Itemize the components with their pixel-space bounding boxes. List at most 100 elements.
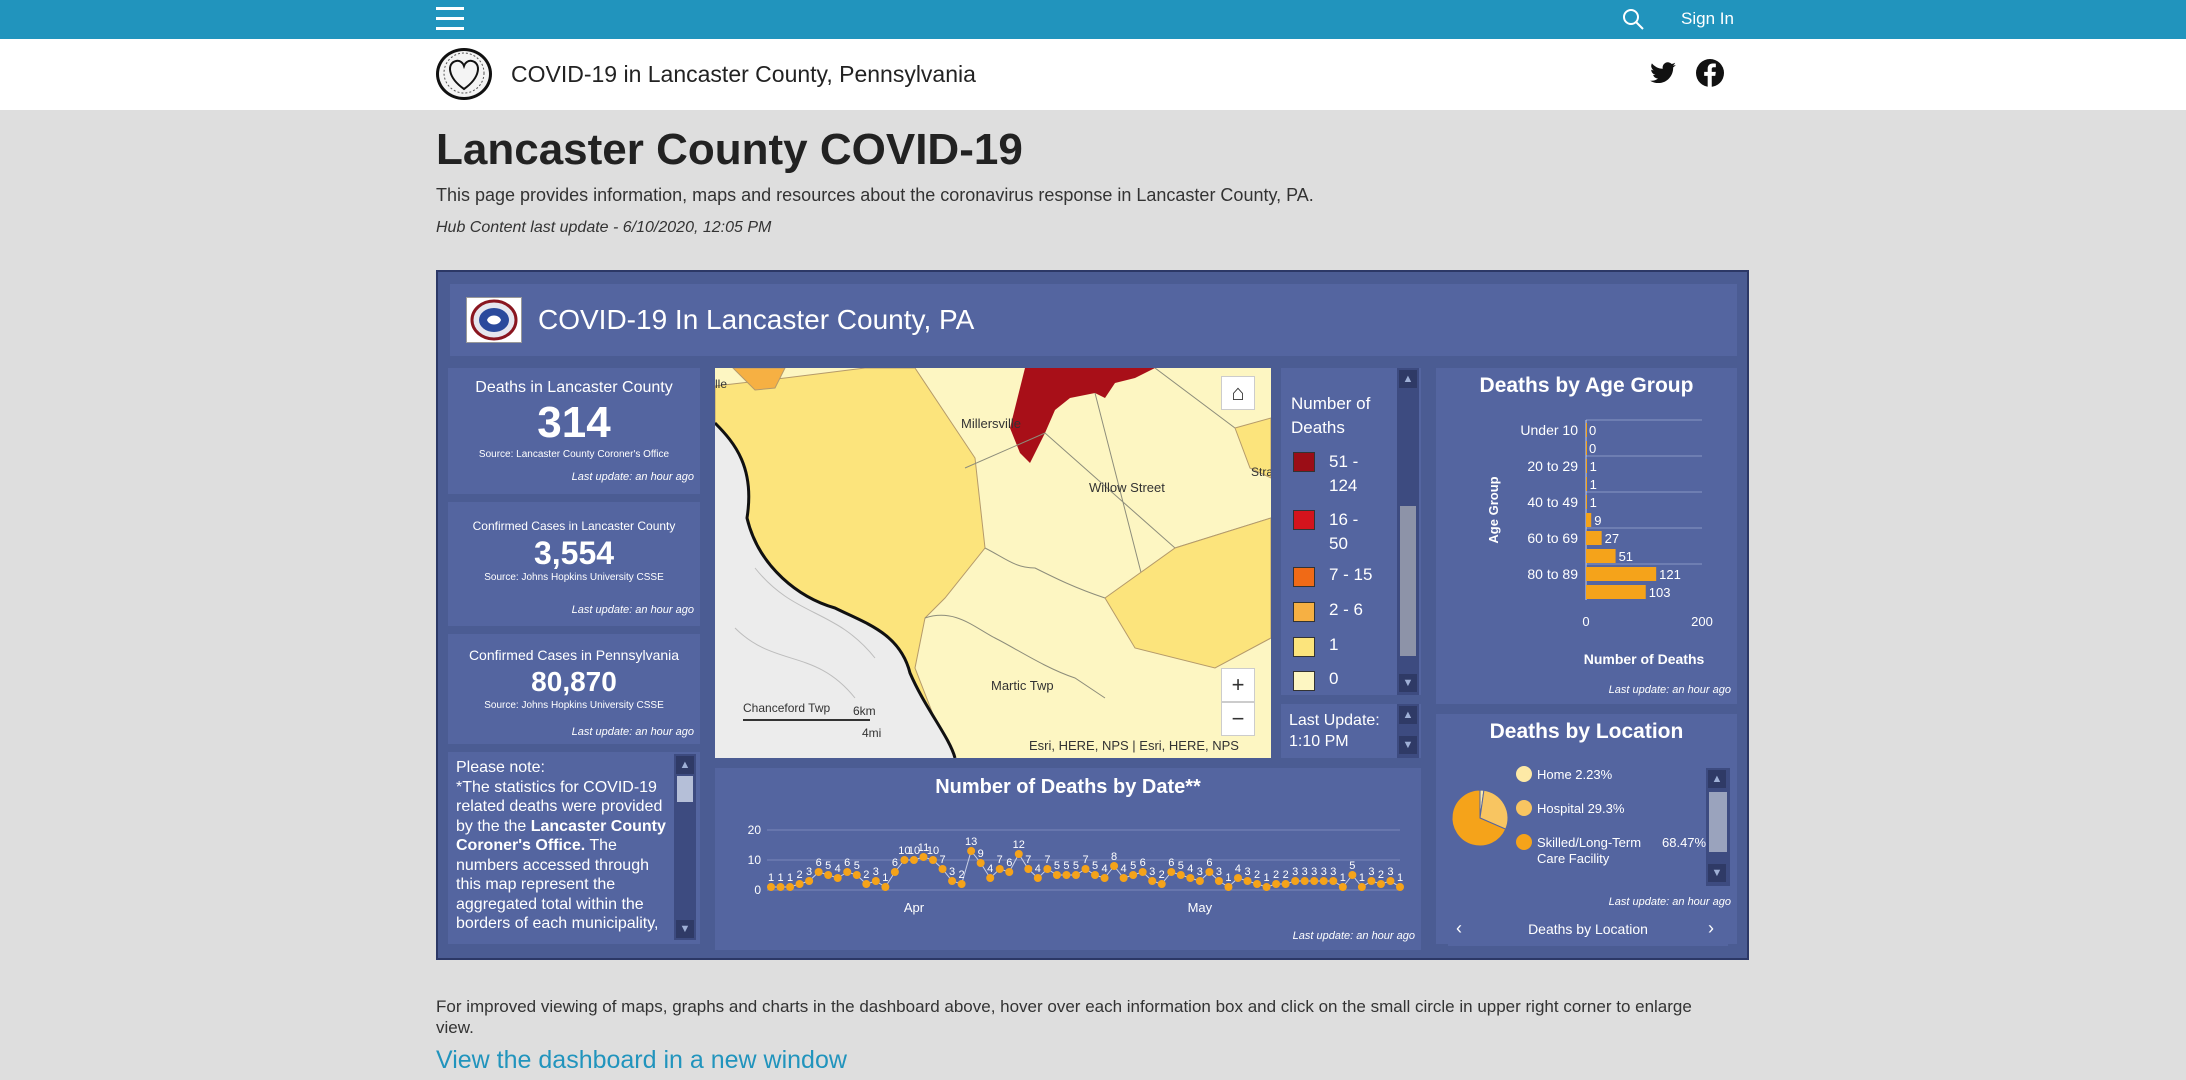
hamburger-menu-icon[interactable] — [436, 5, 464, 33]
data-label: 4 — [1187, 863, 1193, 875]
stat-label: Confirmed Cases in Lancaster County — [472, 519, 676, 533]
legend-title: Number of Deaths — [1291, 394, 1371, 437]
data-point — [890, 868, 899, 876]
dashboard-link[interactable]: View the dashboard in a new window — [436, 1046, 847, 1074]
y-tick-label: 0 — [754, 883, 761, 897]
prev-chevron-icon[interactable]: ‹ — [1456, 918, 1462, 938]
legend-scrollbar[interactable]: ▲ ▼ — [1397, 368, 1419, 695]
dashboard-embed: COVID-19 In Lancaster County, PA Deaths … — [436, 270, 1749, 960]
age-bar — [1586, 459, 1587, 473]
data-label: 2 — [1273, 869, 1279, 881]
stat-county-cases-panel[interactable]: Confirmed Cases in Lancaster County 3,55… — [448, 502, 700, 626]
data-point — [1338, 883, 1347, 891]
data-label: 2 — [1159, 869, 1165, 881]
legend-swatch-icon — [1293, 602, 1315, 622]
location-scrollbar[interactable]: ▲ ▼ — [1706, 768, 1730, 886]
sign-in-link[interactable]: Sign In — [1681, 9, 1734, 28]
age-tick-label: 80 to 89 — [1527, 566, 1578, 582]
legend-swatch-icon — [1293, 671, 1315, 691]
data-point — [1205, 868, 1214, 876]
location-chart-title: Deaths by Location — [1489, 720, 1684, 743]
age-bar — [1586, 513, 1592, 527]
search-icon[interactable] — [1621, 7, 1645, 31]
data-label: 2 — [797, 869, 803, 881]
deaths-map[interactable]: lle Millersville Willow Street Martic Tw… — [715, 368, 1271, 758]
data-label: 11 — [918, 842, 929, 854]
data-point — [1272, 880, 1281, 888]
legend-label: 16 - 50 — [1329, 510, 1359, 553]
zoom-in-button[interactable]: + — [1221, 668, 1255, 702]
map-canvas[interactable]: lle Millersville Willow Street Martic Tw… — [715, 368, 1271, 758]
age-bar — [1586, 423, 1587, 437]
scroll-thumb[interactable] — [1709, 792, 1727, 852]
data-label: 4 — [1235, 863, 1241, 875]
location-chart: Home 2.23% Hospital 29.3% Skilled/Long-Ter… — [1451, 766, 1707, 866]
scroll-down-icon[interactable]: ▼ — [1708, 864, 1726, 882]
scroll-up-icon[interactable]: ▲ — [1399, 706, 1417, 724]
data-point — [1291, 877, 1300, 885]
map-scale-km: 6km — [853, 704, 876, 718]
facebook-icon[interactable] — [1696, 59, 1724, 87]
data-point — [1062, 871, 1071, 879]
site-title[interactable]: COVID-19 in Lancaster County, Pennsylvan… — [511, 61, 976, 87]
county-seal-logo[interactable] — [436, 48, 492, 100]
age-bar — [1586, 441, 1587, 455]
data-label: 1 — [768, 872, 774, 884]
data-point — [1043, 865, 1052, 873]
scroll-up-icon[interactable]: ▲ — [1708, 770, 1726, 788]
note-scrollbar[interactable]: ▲ ▼ — [674, 754, 696, 940]
data-point — [1138, 868, 1147, 876]
data-label: 1 — [1225, 872, 1231, 884]
data-label: 3 — [1321, 866, 1327, 878]
date-chart-panel[interactable]: Number of Deaths by Date** 0 10 20 1 1 1 2 3 6 5 4… — [715, 768, 1421, 950]
date-chart-updated: Last update: an hour ago — [1292, 930, 1415, 942]
data-label: 1 — [1397, 872, 1403, 884]
footer-note: For improved viewing of maps, graphs and… — [436, 997, 1692, 1037]
bar-label: 0 — [1589, 441, 1596, 456]
data-point — [795, 880, 804, 888]
stat-deaths-panel[interactable]: Deaths in Lancaster County 314 Source: L… — [448, 368, 700, 494]
age-bar — [1586, 549, 1616, 563]
legend-dot-icon — [1516, 800, 1532, 816]
data-label: 2 — [863, 869, 869, 881]
next-chevron-icon[interactable]: › — [1708, 918, 1714, 938]
data-label: 5 — [1349, 860, 1355, 872]
data-point — [986, 874, 995, 882]
scroll-down-icon[interactable]: ▼ — [1399, 736, 1417, 754]
data-label: 7 — [1044, 854, 1050, 866]
scroll-down-icon[interactable]: ▼ — [1399, 674, 1417, 692]
pie-slice — [1479, 789, 1509, 830]
location-chart-panel[interactable]: Deaths by Location Home 2.23% Hospital 29… — [1436, 714, 1737, 944]
age-bar — [1586, 477, 1587, 491]
scroll-down-icon[interactable]: ▼ — [676, 920, 694, 938]
home-icon[interactable]: ⌂ — [1221, 376, 1255, 410]
scroll-up-icon[interactable]: ▲ — [1399, 370, 1417, 388]
bar-label: 121 — [1659, 567, 1681, 582]
data-label: 12 — [1013, 839, 1025, 851]
data-point — [1186, 874, 1195, 882]
location-nav-bar: ‹ Deaths by Location › — [1448, 914, 1728, 946]
age-bar — [1586, 585, 1646, 599]
data-label: 4 — [1121, 863, 1127, 875]
pie-slice — [1451, 789, 1507, 847]
map-label: Millersville — [961, 416, 1021, 431]
note-panel[interactable]: Please note: *The statistics for COVID-1… — [448, 752, 700, 944]
scroll-thumb[interactable] — [1400, 506, 1416, 656]
update-scrollbar[interactable]: ▲ ▼ — [1397, 704, 1419, 758]
age-chart-title: Deaths by Age Group — [1479, 374, 1694, 397]
zoom-out-button[interactable]: − — [1221, 702, 1255, 736]
age-chart-panel[interactable]: Deaths by Age Group 0 0 1 1 1 9 27 51 121 103 Unde… — [1436, 368, 1737, 704]
data-label: 3 — [873, 866, 879, 878]
bar-label: 51 — [1619, 549, 1633, 564]
scroll-up-icon[interactable]: ▲ — [676, 756, 694, 774]
age-bar — [1586, 567, 1657, 581]
stat-source: Source: Johns Hopkins University CSSE — [484, 572, 664, 583]
stat-pa-cases-panel[interactable]: Confirmed Cases in Pennsylvania 80,870 S… — [448, 634, 700, 744]
data-point — [814, 868, 823, 876]
bar-label: 27 — [1605, 531, 1619, 546]
scroll-thumb[interactable] — [677, 776, 693, 802]
twitter-icon[interactable] — [1649, 59, 1677, 87]
data-point — [1091, 871, 1100, 879]
x-tick-label: 0 — [1582, 614, 1589, 629]
note-body-cont: The numbers accessed through this map re… — [456, 837, 659, 932]
